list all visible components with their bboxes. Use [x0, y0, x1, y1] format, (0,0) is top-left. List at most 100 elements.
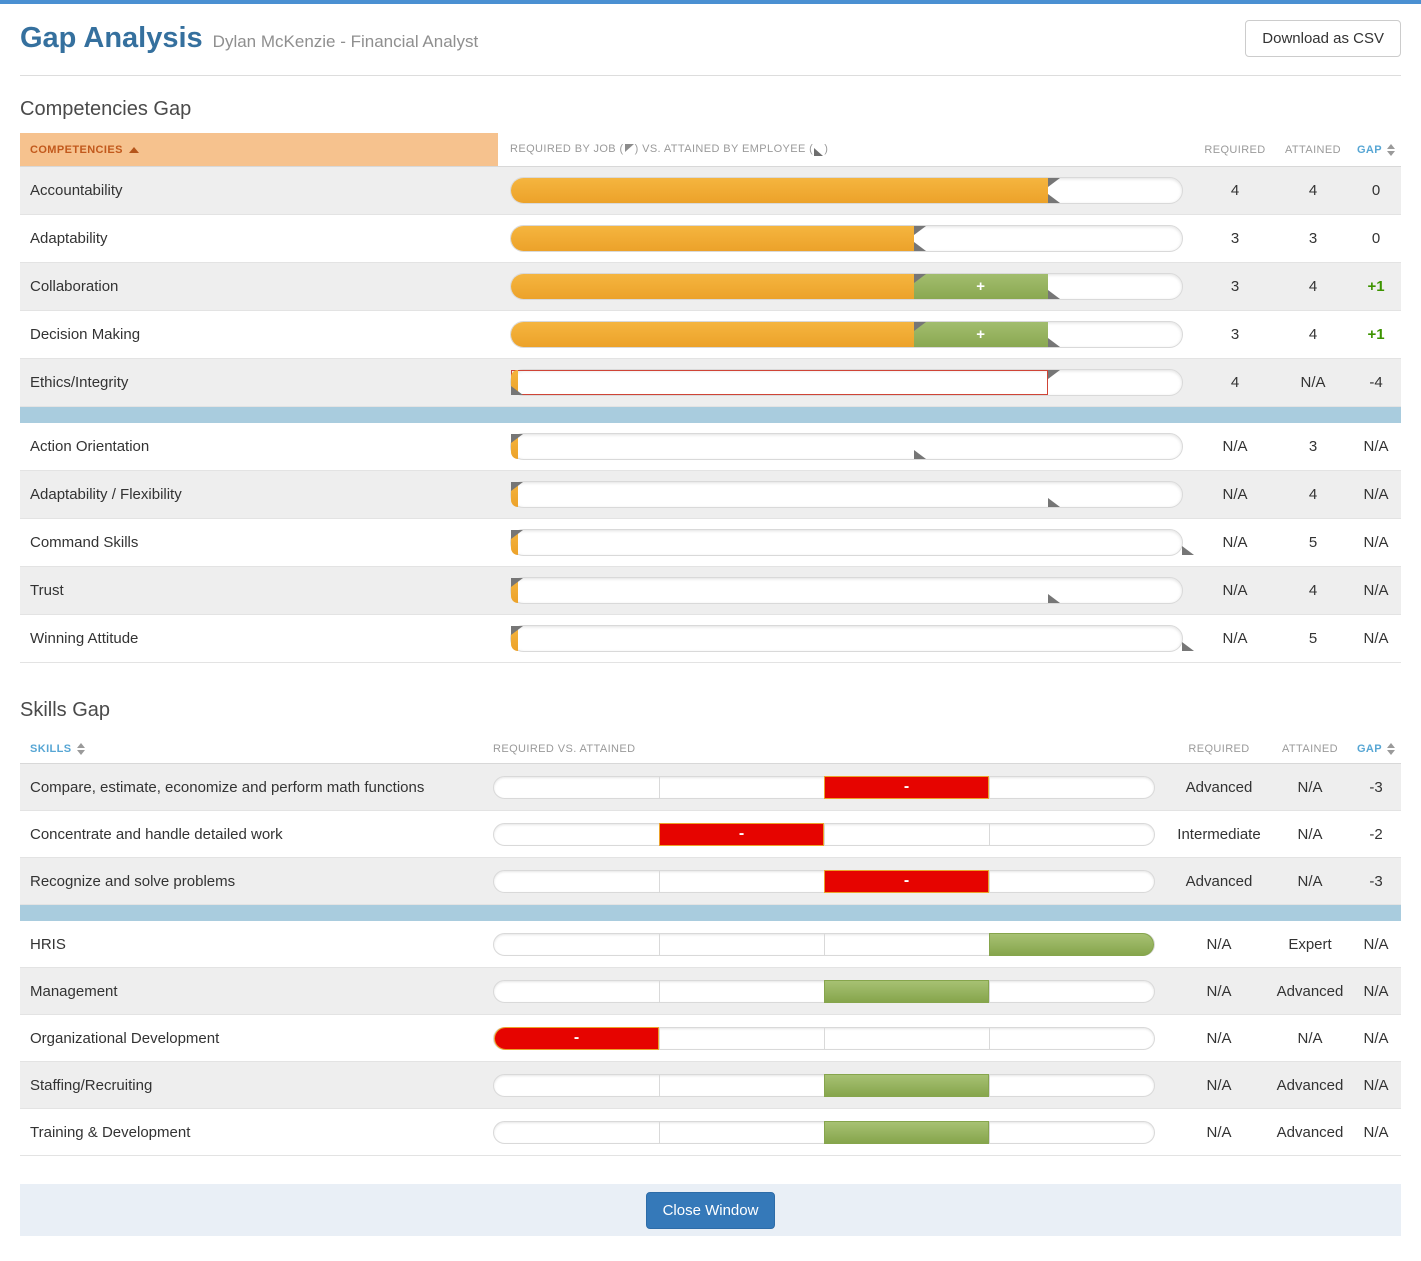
- bar-cell: +: [498, 273, 1195, 300]
- required-value: N/A: [1206, 1029, 1232, 1047]
- missing-required-outline: [511, 370, 1048, 395]
- table-row: Decision Making +3 4 +1: [20, 311, 1401, 359]
- competency-bar-track: [510, 577, 1183, 604]
- segment-divider: [824, 933, 825, 955]
- competency-name: Decision Making: [30, 326, 141, 343]
- bar-cell: -: [493, 775, 1169, 799]
- competency-name: Winning Attitude: [30, 630, 139, 647]
- segment-divider: [659, 933, 660, 955]
- bar-cell: +: [498, 321, 1195, 348]
- attained-value: Advanced: [1276, 1123, 1344, 1141]
- required-fill-bar: [511, 178, 1048, 203]
- gap-value: N/A: [1363, 534, 1389, 551]
- surplus-block: [824, 1073, 989, 1097]
- gap-sort-header[interactable]: GAP: [1351, 133, 1401, 166]
- plus-sign: +: [976, 278, 986, 295]
- required-flag-marker: [1047, 370, 1060, 379]
- required-column-header: REQUIRED: [1188, 742, 1250, 755]
- table-row: HRIS N/A Expert N/A: [20, 921, 1401, 968]
- attained-flag-marker: [1182, 642, 1194, 651]
- segment-divider: [989, 1121, 990, 1143]
- attained-value: Advanced: [1276, 1076, 1344, 1094]
- segment-divider: [989, 776, 990, 798]
- attained-value: 4: [1308, 182, 1318, 199]
- required-value: 3: [1230, 230, 1240, 247]
- sort-both-icon: [1387, 143, 1396, 156]
- gap-value: -3: [1369, 872, 1383, 890]
- skill-name: Management: [30, 982, 118, 1000]
- close-window-button[interactable]: Close Window: [645, 1191, 776, 1229]
- required-fill-bar: [511, 434, 518, 459]
- required-flag-marker: [511, 626, 523, 635]
- skills-table: SKILLS REQUIRED VS. ATTAINED REQUIRED AT…: [20, 734, 1401, 1156]
- required-flag-marker: [913, 274, 926, 283]
- gap-value: N/A: [1363, 982, 1389, 1000]
- table-separator: [20, 905, 1401, 921]
- required-value: N/A: [1222, 486, 1248, 503]
- competency-name: Action Orientation: [30, 438, 150, 455]
- attained-value: N/A: [1297, 825, 1323, 843]
- required-fill-bar: [511, 370, 518, 395]
- competency-bar-track: [510, 481, 1183, 508]
- gap-sort-header[interactable]: GAP: [1351, 734, 1401, 763]
- attained-value: 4: [1308, 278, 1318, 295]
- table-row: Training & Development N/A Advanced N/A: [20, 1109, 1401, 1156]
- bar-cell: -: [493, 1026, 1169, 1050]
- required-value: N/A: [1222, 534, 1248, 551]
- skill-bar-track: -: [493, 869, 1155, 893]
- required-flag-marker: [1047, 178, 1060, 187]
- competencies-table-header: COMPETENCIES REQUIRED BY JOB () VS. ATTA…: [20, 133, 1401, 167]
- skill-name: Organizational Development: [30, 1029, 220, 1047]
- attained-flag-marker: [913, 242, 926, 251]
- bar-cell: [498, 529, 1195, 556]
- table-row: Command Skills N/A 5 N/A: [20, 519, 1401, 567]
- table-row: Adaptability 3 3 0: [20, 215, 1401, 263]
- bar-cell: [493, 1120, 1169, 1144]
- skill-name: Training & Development: [30, 1123, 191, 1141]
- required-value: N/A: [1206, 982, 1232, 1000]
- download-csv-button[interactable]: Download as CSV: [1245, 20, 1401, 57]
- bar-column-header: REQUIRED BY JOB () VS. ATTAINED BY EMPLO…: [510, 143, 829, 156]
- title-group: Gap Analysis Dylan McKenzie - Financial …: [20, 22, 478, 55]
- attained-flag-marker: [1047, 290, 1060, 299]
- skills-section-title: Skills Gap: [20, 699, 111, 721]
- table-row: Ethics/Integrity 4 N/A -4: [20, 359, 1401, 407]
- attained-value: N/A: [1297, 872, 1323, 890]
- gap-value: -3: [1369, 778, 1383, 796]
- skills-sort-header[interactable]: SKILLS: [20, 734, 493, 763]
- segment-divider: [989, 870, 990, 892]
- skill-bar-track: [493, 932, 1155, 956]
- required-fill-bar: [511, 530, 518, 555]
- gap-value: N/A: [1363, 630, 1389, 647]
- attained-flag-marker: [1182, 546, 1194, 555]
- gap-value: -2: [1369, 825, 1383, 843]
- skill-bar-track: -: [493, 1026, 1155, 1050]
- attained-column-header: ATTAINED: [1282, 742, 1338, 755]
- minus-sign: -: [903, 778, 910, 795]
- gap-analysis-page: Gap Analysis Dylan McKenzie - Financial …: [0, 4, 1421, 1254]
- required-value: N/A: [1222, 438, 1248, 455]
- skill-bar-track: [493, 1073, 1155, 1097]
- competency-name: Adaptability: [30, 230, 108, 247]
- surplus-fill-bar: +: [913, 274, 1048, 299]
- skills-rows: Compare, estimate, economize and perform…: [20, 764, 1401, 1156]
- page-header: Gap Analysis Dylan McKenzie - Financial …: [20, 4, 1401, 76]
- segment-divider: [659, 1074, 660, 1096]
- attained-flag-marker: [913, 450, 926, 459]
- bar-column-header: REQUIRED VS. ATTAINED: [493, 742, 636, 755]
- gap-value: N/A: [1363, 582, 1389, 599]
- competencies-sort-header[interactable]: COMPETENCIES: [20, 133, 498, 166]
- required-flag-marker: [511, 482, 523, 491]
- required-value: N/A: [1206, 935, 1232, 953]
- attained-flag-marker: [1047, 338, 1060, 347]
- competency-bar-track: [510, 369, 1183, 396]
- gap-value: N/A: [1363, 1029, 1389, 1047]
- table-row: Action Orientation N/A 3 N/A: [20, 423, 1401, 471]
- segment-divider: [824, 1027, 825, 1049]
- minus-sign: -: [903, 872, 910, 889]
- attained-flag-marker: [1047, 594, 1060, 603]
- gap-value: N/A: [1363, 1076, 1389, 1094]
- surplus-block: [824, 979, 989, 1003]
- bar-cell: [493, 932, 1169, 956]
- skill-name: Concentrate and handle detailed work: [30, 825, 283, 843]
